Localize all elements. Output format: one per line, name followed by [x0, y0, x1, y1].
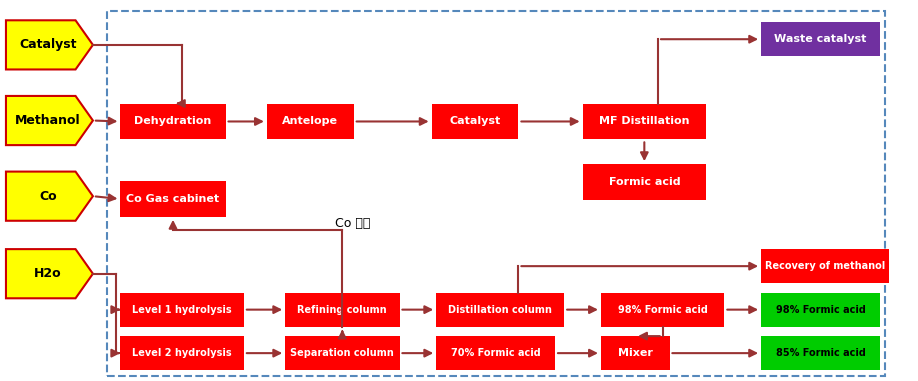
- Bar: [120, 293, 244, 327]
- Text: Co Gas cabinet: Co Gas cabinet: [127, 194, 219, 204]
- Bar: [761, 249, 890, 283]
- Polygon shape: [6, 249, 93, 298]
- Text: 98% Formic acid: 98% Formic acid: [618, 305, 708, 315]
- Bar: [431, 104, 519, 139]
- Bar: [583, 164, 706, 200]
- Bar: [120, 181, 226, 217]
- Bar: [120, 336, 244, 370]
- Text: Catalyst: Catalyst: [19, 38, 76, 51]
- Polygon shape: [6, 171, 93, 221]
- Text: Refining column: Refining column: [297, 305, 387, 315]
- Bar: [761, 336, 880, 370]
- Text: 70% Formic acid: 70% Formic acid: [451, 348, 541, 358]
- Bar: [436, 293, 565, 327]
- Text: Level 2 hydrolysis: Level 2 hydrolysis: [132, 348, 232, 358]
- Text: Formic acid: Formic acid: [609, 177, 680, 187]
- Text: Recovery of methanol: Recovery of methanol: [765, 261, 885, 271]
- Bar: [601, 293, 724, 327]
- Text: Catalyst: Catalyst: [450, 117, 500, 126]
- Bar: [436, 336, 555, 370]
- Bar: [601, 336, 669, 370]
- Bar: [583, 104, 706, 139]
- Bar: [285, 336, 399, 370]
- Bar: [761, 22, 880, 56]
- Text: H2o: H2o: [34, 267, 62, 280]
- Text: Co: Co: [39, 190, 57, 203]
- Bar: [120, 104, 226, 139]
- Bar: [761, 293, 880, 327]
- Bar: [285, 293, 399, 327]
- Polygon shape: [6, 96, 93, 145]
- Polygon shape: [6, 20, 93, 69]
- Text: Distillation column: Distillation column: [448, 305, 552, 315]
- Bar: [267, 104, 353, 139]
- Text: Separation column: Separation column: [290, 348, 394, 358]
- Text: MF Distillation: MF Distillation: [599, 117, 689, 126]
- Text: Antelope: Antelope: [282, 117, 338, 126]
- Text: Level 1 hydrolysis: Level 1 hydrolysis: [132, 305, 232, 315]
- Text: Waste catalyst: Waste catalyst: [774, 34, 867, 44]
- Text: 85% Formic acid: 85% Formic acid: [776, 348, 866, 358]
- Text: Co 循环: Co 循环: [335, 217, 371, 230]
- Text: Methanol: Methanol: [15, 114, 81, 127]
- Text: 98% Formic acid: 98% Formic acid: [776, 305, 866, 315]
- Text: Dehydration: Dehydration: [134, 117, 212, 126]
- Text: Mixer: Mixer: [618, 348, 653, 358]
